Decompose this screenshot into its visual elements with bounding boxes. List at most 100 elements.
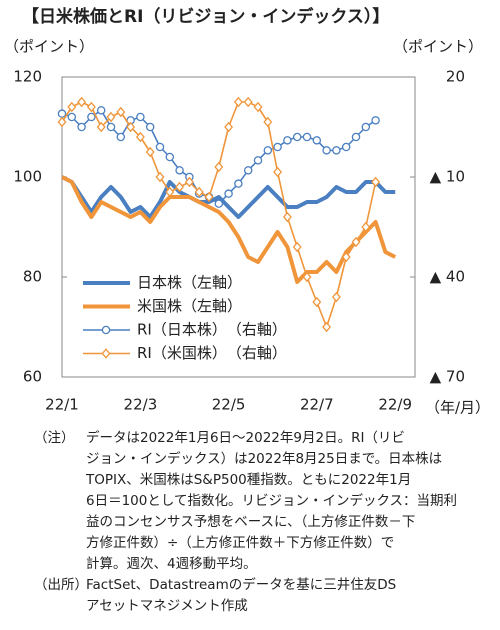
point [145,146,155,158]
point [96,106,106,115]
y-tick-label: 60 [23,368,42,386]
point [234,179,243,188]
point [341,142,351,152]
point [331,291,341,303]
point [136,112,145,122]
point [302,271,312,283]
notes-label: （注） [34,430,75,446]
chart-title: 【日米株価とRI（リビジョン・インデックス）】 [22,6,389,27]
point [175,166,184,175]
legend-marker [101,348,111,359]
notes: （注） データは2022年1月6日～2022年9月2日。RI（リビジョン・インデッ… [34,428,500,575]
point [263,146,273,155]
point [57,116,67,128]
point [253,101,263,113]
point [194,186,204,198]
point [322,321,332,333]
point [361,122,371,132]
point [155,171,165,183]
source: （出所） FactSet、Datastreamのデータを基に三井住友DS アセットマ… [34,575,500,617]
point [263,116,273,128]
y-tick-label: 120 [13,68,42,86]
y2-axis-label: （ポイント） [393,38,483,56]
point [312,136,322,145]
series-line [61,175,396,219]
point [86,101,96,113]
point [155,142,165,152]
x-tick-label: 22/3 [124,396,158,414]
legend-label: RI（米国株） （右軸） [137,344,287,362]
notes-line: 計算。週次、4週移動平均。 [86,556,257,572]
x-tick-label: 22/7 [300,396,334,414]
plot-frame [61,76,416,378]
point [57,109,67,118]
point [214,199,224,208]
legend-label: 米国株（左軸） [137,297,242,315]
legend-marker [101,325,111,335]
point [292,132,302,142]
point [351,132,361,142]
point [243,166,253,175]
point [87,112,96,122]
point [126,121,136,133]
point [253,156,263,165]
source-line: アセットマネジメント作成 [86,598,248,614]
y2-tick-label: 20 [446,68,465,86]
point [292,241,302,253]
source-line: FactSet、Datastreamのデータを基に三井住友DS [86,577,397,593]
point [214,161,224,173]
source-label: （出所） [34,577,88,593]
legend-label: 日本株（左軸） [137,274,242,292]
point [224,121,234,133]
x-axis-label: （年/月） [425,399,490,417]
x-tick-label: 22/9 [378,396,412,414]
y2-tick-label: ▲ 40 [430,268,465,286]
point [371,116,380,125]
point [273,166,283,178]
y-tick-label: 80 [23,268,42,286]
point [96,121,106,133]
notes-line: データは2022年1月6日～2022年9月2日。RI（リビ [86,430,405,446]
point [165,186,175,198]
point [332,146,341,155]
point [116,132,126,142]
point [302,132,312,142]
notes-line: ジョン・インデックス）は2022年8月25日まで。日本株は [86,451,443,467]
point [224,189,233,198]
point [184,176,194,188]
notes-line: 6日＝100として指数化。リビジョン・インデックス：当期利 [86,493,458,509]
point [77,122,86,132]
point [106,122,116,132]
point [165,152,175,162]
notes-line: 方修正件数）÷（上方修正件数＋下方修正件数）で [86,535,395,551]
point [175,181,185,193]
notes-line: TOPIX、米国株はS&P500種指数。ともに2022年1月 [86,472,412,488]
x-tick-label: 22/1 [45,396,79,414]
point [204,191,214,203]
point [351,236,361,248]
notes: （注） データは2022年1月6日～2022年9月2日。RI（リビジョン・インデッ… [0,428,500,617]
notes-line: 益のコンセンサス予想をベースに、（上方修正件数－下 [86,514,416,530]
point [322,146,331,155]
point [283,136,292,145]
point [145,122,155,132]
point [116,106,126,118]
point [282,211,292,223]
chart: 【日米株価とRI（リビジョン・インデックス）】 （ポイント） （ポイント） （年… [4,6,490,417]
series-line [61,175,397,284]
point [273,142,282,152]
point [77,96,87,108]
point [312,296,322,308]
point [67,101,77,113]
point [361,221,371,233]
point [341,251,351,263]
point [106,111,116,123]
point [233,96,243,108]
y-tick-label: 100 [13,168,42,186]
point [371,176,381,188]
point [243,96,253,108]
x-tick-label: 22/5 [212,396,246,414]
y2-tick-label: ▲ 10 [430,168,465,186]
y2-tick-label: ▲ 70 [430,368,465,386]
